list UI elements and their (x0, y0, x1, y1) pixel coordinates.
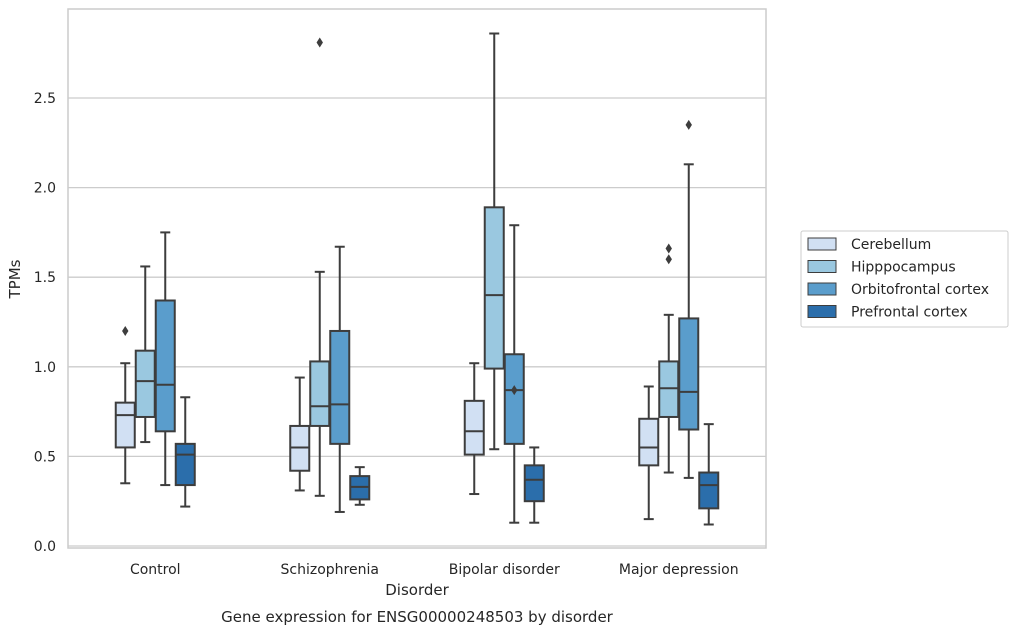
y-tick-label: 2.0 (34, 181, 56, 197)
legend-label: Orbitofrontal cortex (851, 282, 989, 298)
x-tick-label: Control (130, 562, 181, 578)
legend-label: Prefrontal cortex (851, 305, 968, 321)
box-iqr (503, 353, 525, 445)
box-1-3 (349, 466, 371, 506)
outlier-point (122, 325, 129, 336)
x-tick-label: Schizophrenia (281, 562, 379, 578)
y-tick-label: 1.5 (34, 270, 56, 286)
legend: Cerebellum Hipppocampus Orbitofrontal cort… (800, 230, 1009, 328)
x-tick-labels: Control Schizophrenia Bipolar disorder Majo… (130, 562, 739, 578)
outlier-point (665, 254, 672, 265)
legend-swatch (807, 260, 837, 273)
box-iqr (134, 349, 156, 418)
box-2-0 (463, 362, 485, 496)
outlier-point (685, 119, 692, 130)
box-0-0 (114, 325, 136, 485)
y-tick-label: 1.0 (34, 360, 56, 376)
y-tick-label: 2.5 (34, 91, 56, 107)
box-iqr (174, 442, 196, 487)
box-iqr (483, 206, 505, 370)
box-2-2 (503, 224, 525, 524)
outlier-point (511, 385, 518, 396)
box-0-3 (174, 396, 196, 508)
legend-label: Cerebellum (851, 237, 931, 253)
box-iqr (154, 299, 176, 433)
x-tick-label: Major depression (619, 562, 739, 578)
box-iqr (463, 399, 485, 456)
box-iqr (698, 471, 720, 510)
box-iqr (114, 401, 136, 449)
legend-swatch (807, 305, 837, 318)
outlier-point (316, 37, 323, 48)
y-tick-labels: 0.0 0.5 1.0 1.5 2.0 2.5 (34, 91, 56, 555)
box-3-1 (658, 243, 680, 474)
x-tick-label: Bipolar disorder (449, 562, 560, 578)
x-axis-label: Disorder (385, 581, 449, 599)
legend-label: Hipppocampus (851, 260, 956, 276)
outlier-point (665, 243, 672, 254)
y-axis-label: TPMs (6, 259, 24, 299)
box-2-1 (483, 32, 505, 451)
box-3-2 (678, 119, 700, 479)
box-3-3 (698, 423, 720, 526)
box-1-2 (329, 245, 351, 513)
box-0-2 (154, 231, 176, 487)
box-1-0 (289, 376, 311, 492)
chart-title: Gene expression for ENSG00000248503 by d… (221, 608, 614, 626)
boxes-layer (114, 32, 720, 526)
plot-area (67, 8, 767, 549)
box-3-0 (638, 385, 660, 521)
box-iqr (678, 317, 700, 431)
box-2-3 (523, 446, 545, 524)
box-iqr (329, 329, 351, 445)
legend-swatch (807, 237, 837, 251)
box-iqr (638, 417, 660, 467)
box-iqr (309, 360, 331, 427)
legend-swatch (807, 282, 837, 296)
box-iqr (523, 464, 545, 503)
legend-frame (800, 230, 1009, 328)
y-tick-label: 0.0 (34, 539, 56, 555)
y-tick-label: 0.5 (34, 449, 56, 465)
